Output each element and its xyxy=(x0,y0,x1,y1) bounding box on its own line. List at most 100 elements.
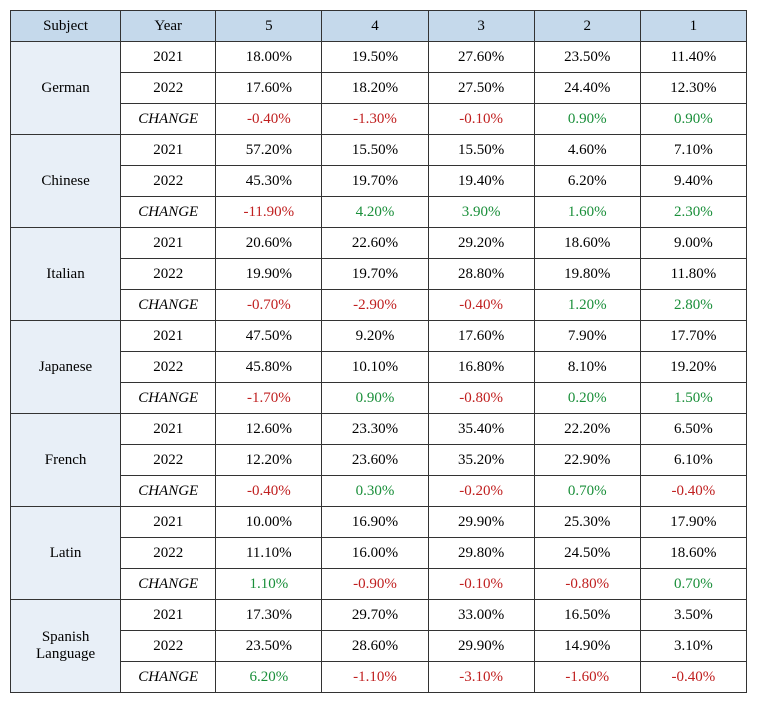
year-cell: 2022 xyxy=(121,445,216,476)
value-cell: 29.70% xyxy=(322,600,428,631)
year-cell: 2022 xyxy=(121,538,216,569)
value-cell: 47.50% xyxy=(216,321,322,352)
value-cell: 9.40% xyxy=(640,166,746,197)
table-row: CHANGE-0.40%-1.30%-0.10%0.90%0.90% xyxy=(11,104,747,135)
table-row: Japanese202147.50%9.20%17.60%7.90%17.70% xyxy=(11,321,747,352)
value-cell: 19.90% xyxy=(216,259,322,290)
value-cell: 16.00% xyxy=(322,538,428,569)
subject-cell: Japanese xyxy=(11,321,121,414)
table-row: CHANGE-11.90%4.20%3.90%1.60%2.30% xyxy=(11,197,747,228)
header-score-3: 3 xyxy=(428,11,534,42)
value-cell: 29.90% xyxy=(428,631,534,662)
value-cell: 0.20% xyxy=(534,383,640,414)
value-cell: 7.10% xyxy=(640,135,746,166)
value-cell: 24.50% xyxy=(534,538,640,569)
value-cell: 6.50% xyxy=(640,414,746,445)
value-cell: 2.80% xyxy=(640,290,746,321)
year-cell: 2022 xyxy=(121,631,216,662)
year-cell: 2022 xyxy=(121,166,216,197)
year-cell: CHANGE xyxy=(121,197,216,228)
year-cell: 2021 xyxy=(121,42,216,73)
value-cell: 18.20% xyxy=(322,73,428,104)
value-cell: 35.20% xyxy=(428,445,534,476)
value-cell: -0.20% xyxy=(428,476,534,507)
value-cell: 1.10% xyxy=(216,569,322,600)
value-cell: 9.20% xyxy=(322,321,428,352)
value-cell: 19.20% xyxy=(640,352,746,383)
year-cell: CHANGE xyxy=(121,290,216,321)
value-cell: 6.10% xyxy=(640,445,746,476)
subject-cell: Latin xyxy=(11,507,121,600)
table-row: 202245.30%19.70%19.40%6.20%9.40% xyxy=(11,166,747,197)
header-score-2: 2 xyxy=(534,11,640,42)
table-row: Chinese202157.20%15.50%15.50%4.60%7.10% xyxy=(11,135,747,166)
value-cell: 24.40% xyxy=(534,73,640,104)
value-cell: 17.90% xyxy=(640,507,746,538)
value-cell: 11.80% xyxy=(640,259,746,290)
value-cell: 6.20% xyxy=(534,166,640,197)
value-cell: 0.30% xyxy=(322,476,428,507)
value-cell: 9.00% xyxy=(640,228,746,259)
value-cell: 17.60% xyxy=(428,321,534,352)
header-score-1: 1 xyxy=(640,11,746,42)
value-cell: 18.60% xyxy=(534,228,640,259)
value-cell: 19.40% xyxy=(428,166,534,197)
subject-cell: French xyxy=(11,414,121,507)
value-cell: 4.60% xyxy=(534,135,640,166)
value-cell: 15.50% xyxy=(428,135,534,166)
header-year: Year xyxy=(121,11,216,42)
table-row: 202212.20%23.60%35.20%22.90%6.10% xyxy=(11,445,747,476)
value-cell: -0.40% xyxy=(640,476,746,507)
year-cell: CHANGE xyxy=(121,476,216,507)
value-cell: 10.00% xyxy=(216,507,322,538)
value-cell: 3.90% xyxy=(428,197,534,228)
value-cell: 29.80% xyxy=(428,538,534,569)
value-cell: 1.20% xyxy=(534,290,640,321)
year-cell: 2021 xyxy=(121,507,216,538)
value-cell: 19.70% xyxy=(322,259,428,290)
value-cell: 7.90% xyxy=(534,321,640,352)
value-cell: 23.50% xyxy=(534,42,640,73)
value-cell: 45.30% xyxy=(216,166,322,197)
year-cell: 2021 xyxy=(121,414,216,445)
table-row: German202118.00%19.50%27.60%23.50%11.40% xyxy=(11,42,747,73)
value-cell: -0.40% xyxy=(216,104,322,135)
year-cell: 2021 xyxy=(121,135,216,166)
year-cell: 2022 xyxy=(121,73,216,104)
value-cell: 27.60% xyxy=(428,42,534,73)
year-cell: CHANGE xyxy=(121,662,216,693)
table-row: 202211.10%16.00%29.80%24.50%18.60% xyxy=(11,538,747,569)
value-cell: -0.70% xyxy=(216,290,322,321)
subject-cell: Chinese xyxy=(11,135,121,228)
table-row: French202112.60%23.30%35.40%22.20%6.50% xyxy=(11,414,747,445)
score-distribution-table: Subject Year 5 4 3 2 1 German202118.00%1… xyxy=(10,10,747,693)
value-cell: 22.60% xyxy=(322,228,428,259)
value-cell: 16.90% xyxy=(322,507,428,538)
table-row: CHANGE-1.70%0.90%-0.80%0.20%1.50% xyxy=(11,383,747,414)
value-cell: 10.10% xyxy=(322,352,428,383)
value-cell: 35.40% xyxy=(428,414,534,445)
value-cell: 2.30% xyxy=(640,197,746,228)
value-cell: -1.70% xyxy=(216,383,322,414)
value-cell: -2.90% xyxy=(322,290,428,321)
value-cell: 11.10% xyxy=(216,538,322,569)
value-cell: 16.50% xyxy=(534,600,640,631)
value-cell: 23.60% xyxy=(322,445,428,476)
value-cell: 14.90% xyxy=(534,631,640,662)
value-cell: 12.30% xyxy=(640,73,746,104)
year-cell: CHANGE xyxy=(121,383,216,414)
value-cell: 1.60% xyxy=(534,197,640,228)
value-cell: 0.70% xyxy=(534,476,640,507)
table-row: CHANGE1.10%-0.90%-0.10%-0.80%0.70% xyxy=(11,569,747,600)
value-cell: 3.50% xyxy=(640,600,746,631)
value-cell: 15.50% xyxy=(322,135,428,166)
year-cell: CHANGE xyxy=(121,104,216,135)
value-cell: 0.90% xyxy=(322,383,428,414)
value-cell: 4.20% xyxy=(322,197,428,228)
value-cell: 16.80% xyxy=(428,352,534,383)
year-cell: 2021 xyxy=(121,600,216,631)
value-cell: 12.20% xyxy=(216,445,322,476)
value-cell: 12.60% xyxy=(216,414,322,445)
subject-cell: German xyxy=(11,42,121,135)
value-cell: 0.70% xyxy=(640,569,746,600)
